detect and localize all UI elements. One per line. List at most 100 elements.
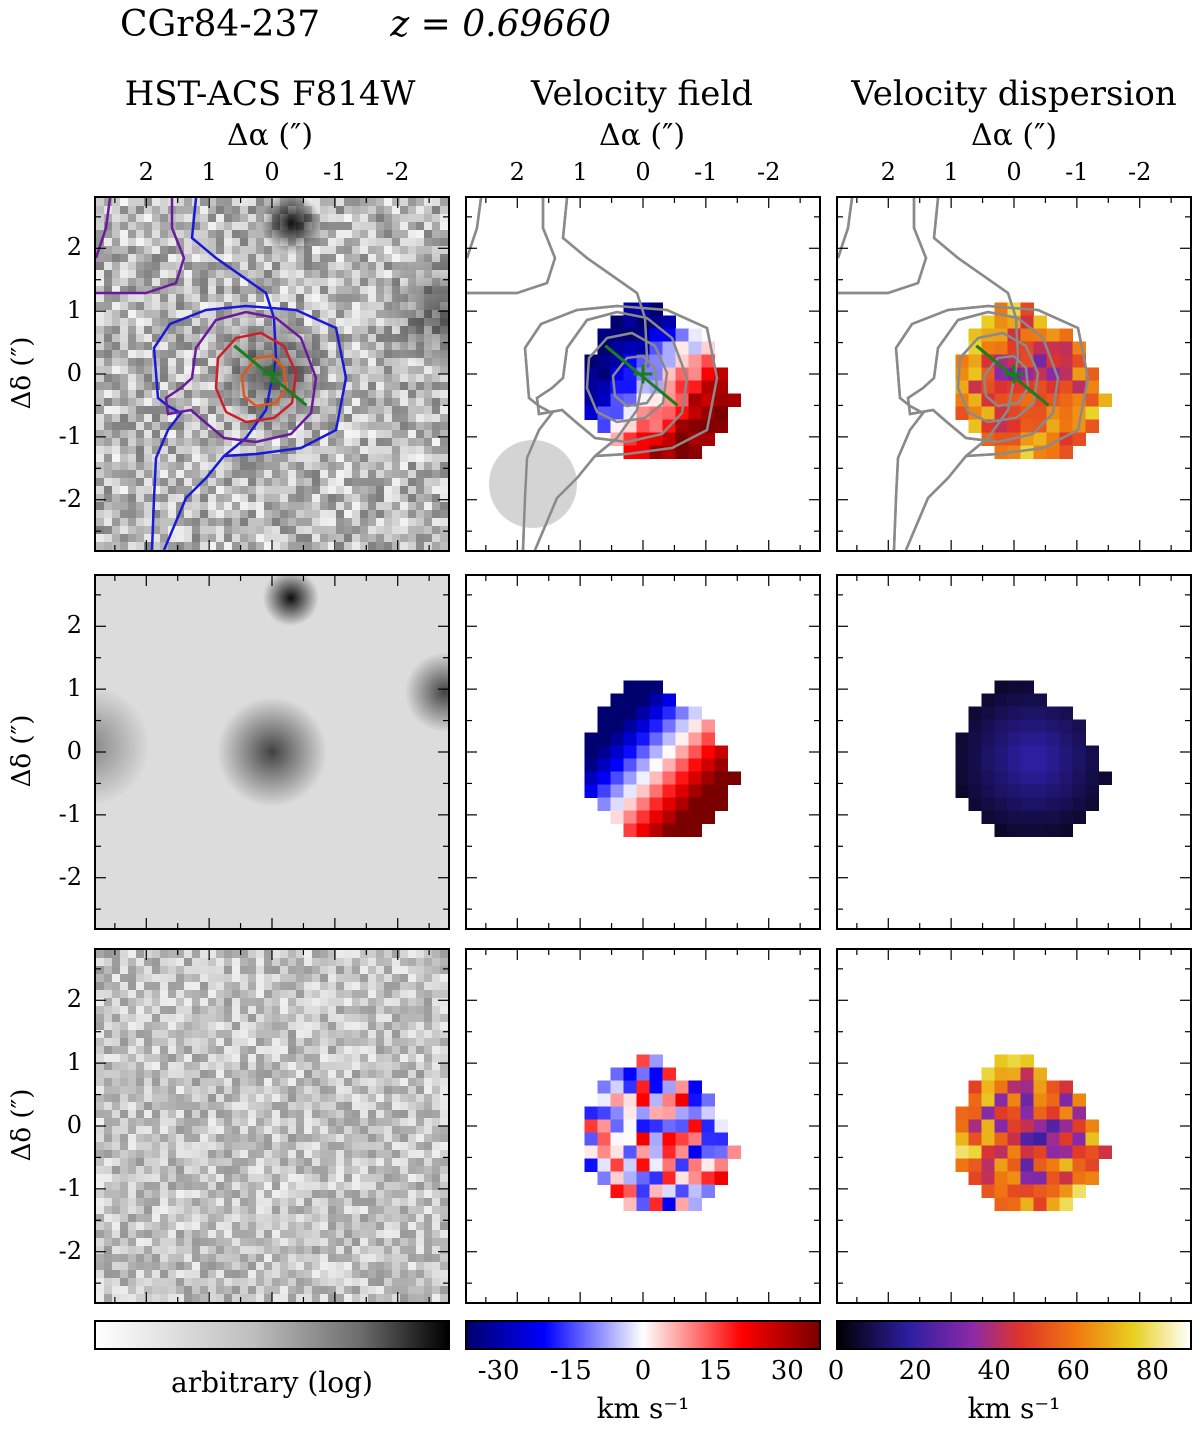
spaxel xyxy=(649,1054,663,1068)
spaxel xyxy=(1046,1171,1060,1185)
spaxel xyxy=(649,758,663,772)
spaxel xyxy=(714,758,728,772)
spaxel xyxy=(623,315,637,329)
spaxel xyxy=(1046,432,1060,446)
spaxel xyxy=(968,706,982,720)
colorbar-flux xyxy=(94,1320,450,1350)
panel-velocity-model xyxy=(465,574,821,930)
spaxel xyxy=(610,719,624,733)
spaxel xyxy=(688,1171,702,1185)
spaxel xyxy=(636,1171,650,1185)
velocity-spaxels-residual xyxy=(584,1054,741,1211)
spaxel xyxy=(1007,719,1021,733)
spaxel xyxy=(636,784,650,798)
spaxel xyxy=(636,797,650,811)
spaxel xyxy=(1072,1119,1086,1133)
spaxel xyxy=(662,1158,676,1172)
y-tick-label: -1 xyxy=(58,421,82,450)
spaxel xyxy=(1046,1106,1060,1120)
spaxel xyxy=(675,1158,689,1172)
spaxel xyxy=(688,745,702,759)
spaxel xyxy=(727,393,741,407)
spaxel xyxy=(1072,758,1086,772)
spaxel xyxy=(1007,810,1021,824)
spaxel xyxy=(675,341,689,355)
spaxel xyxy=(1007,1106,1021,1120)
contour-outer-top xyxy=(467,198,557,295)
spaxel xyxy=(1059,823,1073,837)
spaxel xyxy=(610,1145,624,1159)
contour-second xyxy=(906,310,1060,444)
y-tick-label: -1 xyxy=(58,1173,82,1202)
spaxel xyxy=(968,1080,982,1094)
contour-second xyxy=(164,310,318,444)
spaxel xyxy=(662,432,676,446)
spaxel xyxy=(701,1171,715,1185)
spaxel xyxy=(1059,328,1073,342)
spaxel xyxy=(1059,732,1073,746)
spaxel xyxy=(1033,1197,1047,1211)
spaxel xyxy=(597,771,611,785)
spaxel xyxy=(968,784,982,798)
colorbar-tick-label: 20 xyxy=(898,1356,932,1386)
residual-noise-background xyxy=(96,950,448,1302)
spaxel xyxy=(649,719,663,733)
spaxel xyxy=(1059,380,1073,394)
spaxel xyxy=(688,328,702,342)
spaxel xyxy=(994,823,1008,837)
spaxel xyxy=(994,445,1008,459)
spaxel xyxy=(636,1197,650,1211)
spaxel xyxy=(1059,719,1073,733)
spaxel xyxy=(1033,1158,1047,1172)
spaxel xyxy=(701,758,715,772)
spaxel xyxy=(1085,380,1099,394)
spaxel xyxy=(675,810,689,824)
colorbar-tick-label: 30 xyxy=(770,1356,804,1386)
spaxel xyxy=(649,797,663,811)
colorbar-dispersion-label: km s⁻¹ xyxy=(967,1392,1061,1425)
spaxel xyxy=(955,758,969,772)
spaxel xyxy=(662,784,676,798)
top-tick-label: -1 xyxy=(1065,158,1089,186)
spaxel xyxy=(623,1054,637,1068)
spaxel xyxy=(636,693,650,707)
colorbar-tick-label: 0 xyxy=(827,1356,845,1386)
spaxel xyxy=(597,1119,611,1133)
spaxel xyxy=(994,393,1008,407)
spaxel xyxy=(662,406,676,420)
spaxel xyxy=(662,1171,676,1185)
spaxel xyxy=(610,419,624,433)
spaxel xyxy=(1033,354,1047,368)
spaxel xyxy=(1059,784,1073,798)
spaxel xyxy=(1059,810,1073,824)
column-title-velocity-dispersion: Velocity dispersion xyxy=(851,74,1177,114)
top-axis-label-velocity: Δα (″) xyxy=(598,118,686,153)
spaxel xyxy=(968,1093,982,1107)
spaxel xyxy=(1007,784,1021,798)
spaxel xyxy=(955,771,969,785)
panel-velocity-observed xyxy=(465,196,821,552)
spaxel xyxy=(1020,706,1034,720)
spaxel xyxy=(610,315,624,329)
spaxel xyxy=(1007,758,1021,772)
spaxel xyxy=(688,445,702,459)
spaxel xyxy=(701,1158,715,1172)
spaxel xyxy=(1085,745,1099,759)
spaxel xyxy=(1059,1145,1073,1159)
spaxel xyxy=(1085,784,1099,798)
spaxel xyxy=(1033,810,1047,824)
spaxel xyxy=(623,1093,637,1107)
velocity-spaxels-model xyxy=(584,680,741,837)
spaxel xyxy=(1059,354,1073,368)
spaxel xyxy=(1046,1132,1060,1146)
spaxel xyxy=(1085,419,1099,433)
spaxel xyxy=(1020,771,1034,785)
spaxel xyxy=(1046,445,1060,459)
spaxel xyxy=(994,693,1008,707)
spaxel xyxy=(968,732,982,746)
colorbar-velocity-label: km s⁻¹ xyxy=(596,1392,690,1425)
spaxel xyxy=(1033,341,1047,355)
top-tick-label: -2 xyxy=(386,158,410,186)
spaxel xyxy=(1072,719,1086,733)
spaxel xyxy=(623,680,637,694)
